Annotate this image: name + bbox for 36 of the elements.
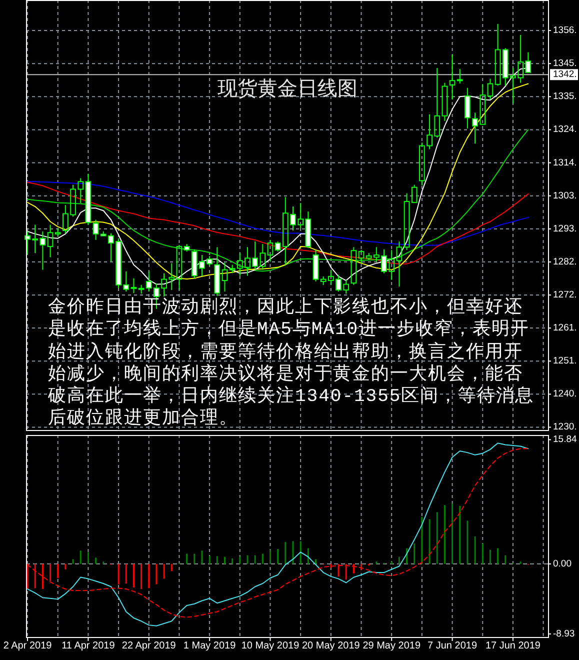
x-tick-label: 11 Apr 2019 — [62, 640, 116, 652]
y-tick-label: 1230. — [553, 422, 577, 433]
y-tick-label: 1335. — [553, 91, 577, 102]
y-tick-label: 1261. — [553, 322, 577, 334]
y-tick-label: 1240. — [553, 388, 577, 400]
x-tick-label: 29 May 2019 — [362, 640, 421, 652]
y-tick-label: 15.84 — [553, 434, 577, 446]
x-tick-label: 22 Apr 2019 — [122, 640, 176, 652]
y-tick-label: 1356. — [553, 25, 577, 36]
ref-line-label: 1342. — [553, 69, 577, 80]
candlestick — [47, 224, 54, 258]
annotation: 金价昨日由于波动剧烈，因此上下影线也不小，但幸好还是收在了均线上方，但是MA5与MA10进一步收窄，表明开始进入钝化阶段，需要等待价格给出帮助，换言之作用开始减少，晚间的利率决议将是对于黄金的一大机会，能否破高在此一举，日内继续关注1340-1355区间，等待消息后破位跟进更加合理。 — [48, 297, 536, 431]
y-tick-label: 1345. — [553, 58, 577, 70]
y-tick-label: 1251. — [553, 356, 577, 367]
x-tick-label: 10 May 2019 — [241, 640, 300, 652]
line-series — [27, 181, 529, 246]
candlestick — [222, 262, 228, 292]
y-tick-label: 1293. — [553, 223, 577, 234]
x-tick-label: 1 May 2019 — [183, 640, 236, 652]
y-tick-label: 1282. — [553, 256, 577, 268]
y-tick-label: 1314. — [553, 157, 577, 168]
x-tick-label: 20 May 2019 — [302, 640, 360, 652]
candlestick — [404, 192, 410, 250]
candlestick — [464, 87, 470, 129]
y-tick-label: -8.93 — [553, 628, 575, 640]
x-tick-label: 7 Jun 2019 — [428, 640, 478, 652]
y-tick-label: 1272. — [553, 289, 577, 300]
y-tick-label: 1303. — [553, 190, 577, 202]
y-tick-label: 1324. — [553, 124, 577, 136]
y-tick-label: 0.00 — [553, 558, 572, 570]
candlestick — [40, 230, 46, 270]
line-series — [27, 129, 529, 272]
x-tick-label: 2 Apr 2019 — [3, 640, 52, 652]
candlestick — [449, 54, 456, 100]
x-tick-label: 17 Jun 2019 — [485, 640, 541, 652]
text: 现货黄金日线图 — [218, 76, 358, 100]
